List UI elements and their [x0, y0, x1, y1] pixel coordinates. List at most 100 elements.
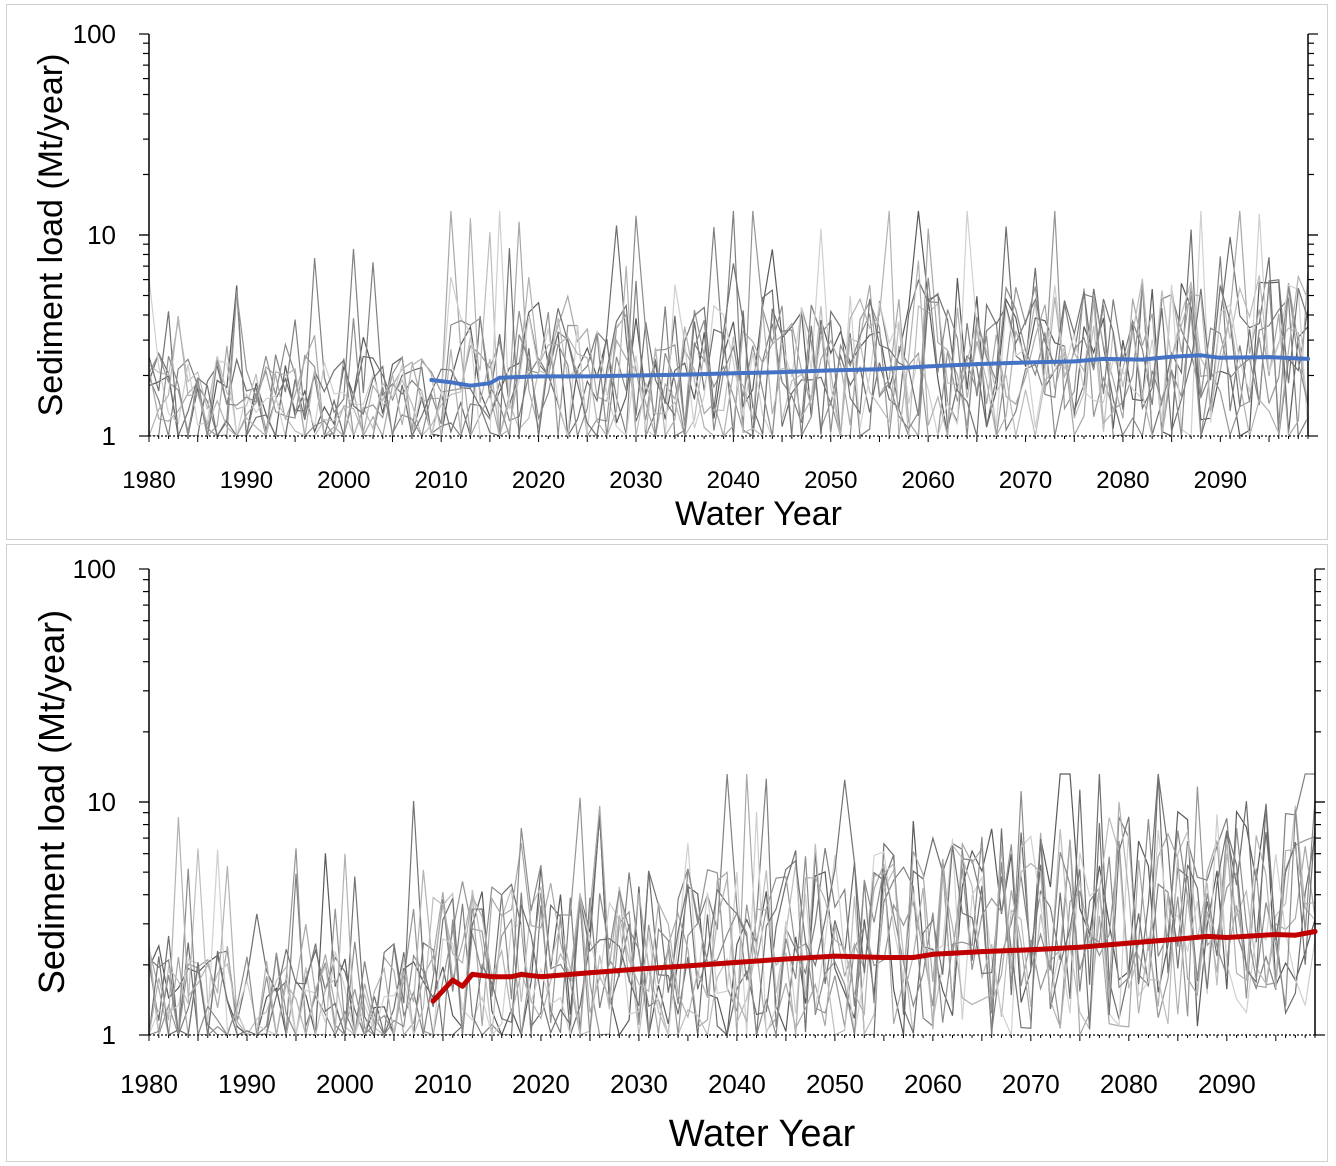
mean-series-point: [910, 955, 916, 961]
mean-series-point: [430, 998, 436, 1004]
mean-series-point: [1306, 356, 1310, 361]
mean-series-point: [509, 974, 515, 980]
ensemble-trace: [149, 805, 1315, 1035]
mean-series-line: [430, 929, 1318, 1004]
x-tick-label: 2030: [609, 467, 662, 494]
x-tick-label: 2020: [512, 1069, 570, 1099]
mean-series-point: [1072, 359, 1077, 364]
x-tick-label: 2090: [1194, 467, 1247, 494]
ensemble-trace: [149, 210, 1308, 436]
mean-series-point: [469, 971, 475, 977]
ensemble-trace: [149, 773, 1315, 1035]
x-tick-label: 1980: [120, 1069, 178, 1099]
ensemble-trace: [149, 210, 1308, 436]
x-tick-label: 2060: [901, 467, 954, 494]
ensemble-trace: [149, 210, 1308, 436]
y-tick-label: 10: [87, 787, 116, 817]
mean-series-point: [1198, 353, 1203, 358]
x-tick-label: 1990: [220, 467, 273, 494]
mean-series-point: [448, 380, 453, 385]
mean-series-point: [1224, 935, 1230, 941]
x-tick-label: 2050: [806, 1069, 864, 1099]
y-tick-label: 10: [87, 220, 116, 250]
mean-series-point: [1292, 932, 1298, 938]
mean-series-point: [783, 956, 789, 962]
mean-series-point: [881, 955, 887, 961]
ensemble-trace: [149, 248, 1308, 436]
x-tick-label: 2040: [707, 467, 760, 494]
mean-series-point: [734, 959, 740, 965]
top-chart-panel: [6, 4, 1328, 540]
x-tick-label: 2080: [1096, 467, 1149, 494]
mean-series-point: [1267, 355, 1272, 360]
mean-series-point: [429, 377, 434, 382]
mean-series-point: [682, 372, 687, 377]
x-axis-title: Water Year: [669, 1113, 856, 1155]
ensemble-trace: [149, 791, 1315, 1035]
mean-series-point: [1169, 354, 1174, 359]
ensemble-trace: [149, 773, 1315, 1035]
mean-series-point: [930, 951, 936, 957]
mean-series-point: [1204, 933, 1210, 939]
mean-series-point: [487, 381, 492, 386]
mean-series-point: [1028, 947, 1034, 953]
x-tick-label: 2000: [316, 1069, 374, 1099]
mean-series-point: [780, 370, 785, 375]
mean-series-point: [538, 974, 544, 980]
x-tick-label: 2070: [1002, 1069, 1060, 1099]
mean-series-point: [828, 368, 833, 373]
x-tick-label: 2060: [904, 1069, 962, 1099]
mean-series-point: [1273, 931, 1279, 937]
mean-series-point: [974, 362, 979, 367]
x-tick-label: 1990: [218, 1069, 276, 1099]
mean-series-point: [587, 970, 593, 976]
mean-series-point: [450, 977, 456, 983]
y-axis-title: Sediment load (Mt/year): [32, 54, 70, 417]
mean-series-point: [1077, 944, 1083, 950]
x-tick-label: 2080: [1100, 1069, 1158, 1099]
mean-series-point: [832, 953, 838, 959]
x-tick-label: 2010: [414, 1069, 472, 1099]
mean-series-point: [731, 371, 736, 376]
y-tick-label: 100: [73, 554, 116, 584]
x-tick-label: 2010: [414, 467, 467, 494]
mean-series-point: [497, 375, 502, 380]
mean-series-point: [1101, 356, 1106, 361]
mean-series-point: [585, 374, 590, 379]
x-tick-label: 2020: [512, 467, 565, 494]
x-tick-label: 2090: [1198, 1069, 1256, 1099]
mean-series-point: [633, 373, 638, 378]
mean-series-point: [685, 963, 691, 969]
x-tick-label: 2000: [317, 467, 370, 494]
mean-series-point: [1126, 940, 1132, 946]
x-tick-label: 2040: [708, 1069, 766, 1099]
y-axis-title: Sediment load (Mt/year): [31, 610, 72, 994]
bottom-chart-panel: [6, 544, 1328, 1162]
y-tick-label: 1: [102, 1020, 116, 1050]
mean-series-point: [1218, 355, 1223, 360]
mean-series-point: [877, 367, 882, 372]
mean-series-point: [636, 966, 642, 972]
mean-series-point: [1175, 936, 1181, 942]
x-tick-label: 2050: [804, 467, 857, 494]
y-tick-label: 1: [102, 421, 116, 451]
mean-series-point: [460, 983, 466, 989]
x-tick-label: 2070: [999, 467, 1052, 494]
mean-series-point: [489, 974, 495, 980]
mean-series-point: [979, 949, 985, 955]
x-tick-label: 2030: [610, 1069, 668, 1099]
x-tick-label: 1980: [122, 467, 175, 494]
mean-series-point: [536, 374, 541, 379]
mean-series-point: [1140, 357, 1145, 362]
ensemble-trace: [149, 786, 1315, 1035]
ensemble-trace: [149, 210, 1308, 436]
y-tick-label: 100: [73, 19, 116, 49]
mean-series-point: [1312, 929, 1318, 935]
mean-series-point: [468, 383, 473, 388]
x-axis-title: Water Year: [675, 495, 842, 533]
mean-series-point: [926, 364, 931, 369]
mean-series-point: [518, 971, 524, 977]
ensemble-trace: [149, 210, 1308, 436]
mean-series-point: [1023, 360, 1028, 365]
